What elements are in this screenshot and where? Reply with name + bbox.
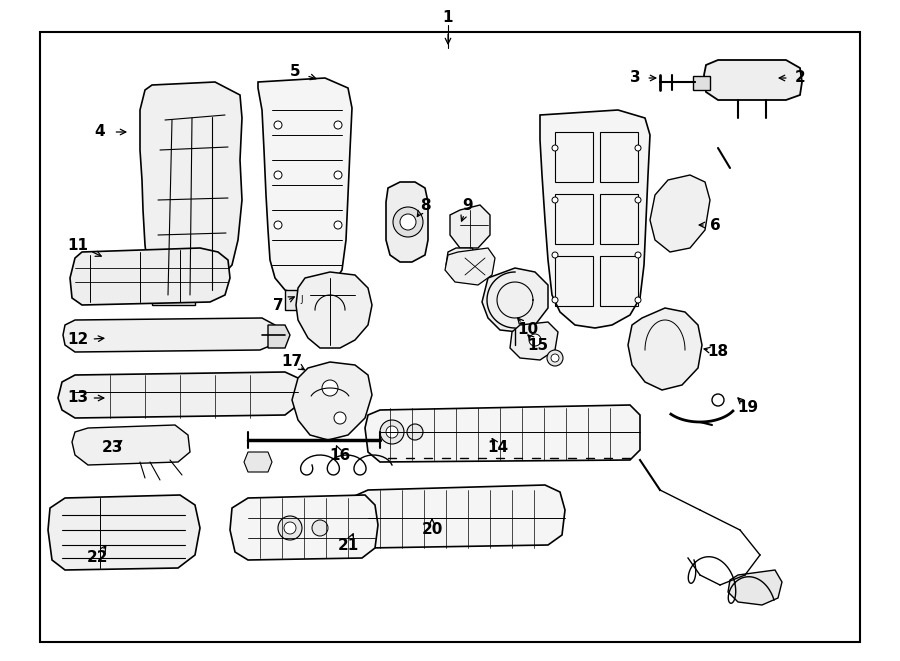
Polygon shape — [693, 76, 710, 90]
Text: 17: 17 — [282, 354, 302, 369]
Circle shape — [334, 121, 342, 129]
Polygon shape — [48, 495, 200, 570]
Text: 11: 11 — [68, 237, 88, 253]
Text: 1: 1 — [443, 11, 454, 26]
Polygon shape — [63, 318, 278, 352]
Circle shape — [635, 297, 641, 303]
Circle shape — [274, 221, 282, 229]
Circle shape — [635, 197, 641, 203]
Text: 21: 21 — [338, 537, 358, 553]
Circle shape — [393, 207, 423, 237]
Text: 20: 20 — [421, 522, 443, 537]
Circle shape — [552, 252, 558, 258]
Text: 23: 23 — [102, 440, 122, 455]
Polygon shape — [285, 290, 320, 310]
Text: 13: 13 — [68, 391, 88, 405]
Text: 22: 22 — [87, 551, 109, 566]
Polygon shape — [540, 110, 650, 328]
Text: 14: 14 — [488, 440, 508, 455]
Polygon shape — [445, 248, 495, 285]
Circle shape — [278, 516, 302, 540]
Polygon shape — [244, 452, 272, 472]
Text: 5: 5 — [290, 65, 301, 79]
Circle shape — [334, 412, 346, 424]
Polygon shape — [650, 175, 710, 252]
Circle shape — [312, 520, 328, 536]
Polygon shape — [230, 495, 378, 560]
Circle shape — [322, 380, 338, 396]
Text: 6: 6 — [709, 217, 720, 233]
Circle shape — [551, 354, 559, 362]
Polygon shape — [292, 362, 372, 440]
Circle shape — [380, 420, 404, 444]
Circle shape — [552, 197, 558, 203]
Circle shape — [274, 121, 282, 129]
Circle shape — [407, 424, 423, 440]
Polygon shape — [728, 570, 782, 605]
Polygon shape — [268, 325, 290, 348]
Text: 15: 15 — [527, 338, 549, 352]
Polygon shape — [482, 268, 548, 332]
Text: J: J — [301, 295, 303, 305]
Polygon shape — [386, 182, 428, 262]
Circle shape — [274, 171, 282, 179]
Text: 16: 16 — [329, 447, 351, 463]
Circle shape — [635, 145, 641, 151]
Polygon shape — [70, 248, 230, 305]
Polygon shape — [72, 425, 190, 465]
Circle shape — [334, 171, 342, 179]
Text: 3: 3 — [630, 71, 640, 85]
Text: 8: 8 — [419, 198, 430, 212]
Polygon shape — [58, 372, 305, 418]
Polygon shape — [365, 405, 640, 462]
Circle shape — [386, 426, 398, 438]
Circle shape — [400, 214, 416, 230]
Polygon shape — [152, 282, 195, 305]
Circle shape — [635, 252, 641, 258]
Circle shape — [529, 334, 541, 346]
Circle shape — [284, 522, 296, 534]
Text: 10: 10 — [518, 323, 538, 338]
Text: 7: 7 — [273, 297, 284, 313]
Text: 4: 4 — [94, 124, 105, 139]
Text: 9: 9 — [463, 198, 473, 212]
Circle shape — [712, 394, 724, 406]
Circle shape — [547, 350, 563, 366]
Circle shape — [552, 297, 558, 303]
Polygon shape — [258, 78, 352, 295]
Circle shape — [552, 145, 558, 151]
Polygon shape — [446, 248, 478, 280]
Polygon shape — [348, 485, 565, 548]
Polygon shape — [628, 308, 702, 390]
Text: 19: 19 — [737, 401, 759, 416]
Text: 18: 18 — [707, 344, 729, 360]
Polygon shape — [296, 272, 372, 348]
Polygon shape — [140, 82, 242, 302]
Circle shape — [334, 221, 342, 229]
Polygon shape — [510, 322, 558, 360]
Polygon shape — [704, 60, 802, 100]
Text: 2: 2 — [795, 71, 806, 85]
Text: 12: 12 — [68, 332, 88, 348]
Polygon shape — [450, 205, 490, 248]
